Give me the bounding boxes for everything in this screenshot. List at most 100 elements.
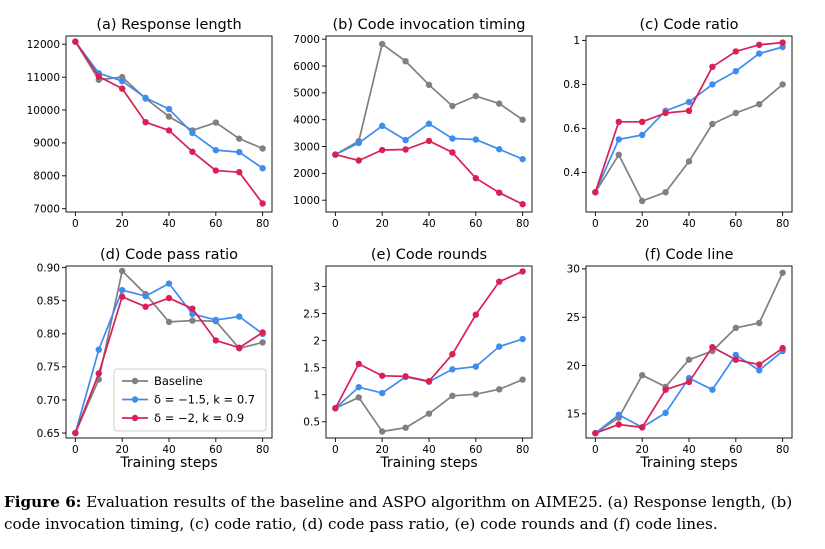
data-point — [165, 280, 173, 287]
data-point — [519, 376, 526, 383]
data-point — [519, 201, 526, 208]
y-tick-label: 1 — [573, 35, 580, 47]
data-point — [189, 310, 196, 318]
x-tick-label: 20 — [635, 218, 648, 230]
data-point — [472, 311, 480, 318]
data-point — [685, 356, 693, 363]
data-point — [118, 77, 126, 85]
data-point — [236, 148, 243, 156]
data-point — [709, 120, 716, 128]
y-tick-label: 7000 — [33, 204, 60, 216]
y-tick-label: 0.75 — [37, 362, 60, 374]
data-point — [472, 390, 480, 398]
series-line — [334, 338, 523, 409]
y-tick-label: 12000 — [27, 39, 60, 51]
data-point — [212, 119, 220, 126]
data-point — [189, 129, 196, 137]
x-tick-label: 20 — [115, 444, 128, 456]
x-axis-label: Training steps — [379, 455, 477, 471]
data-point — [685, 378, 693, 386]
data-point — [496, 100, 503, 107]
y-tick-label: 0.6 — [563, 123, 580, 135]
x-tick-label: 20 — [115, 218, 128, 230]
chart-panel-6: (f) Code line 0 20 40 60 80 15 20 25 30 Training s… — [567, 247, 793, 471]
data-point — [732, 324, 740, 332]
data-point — [165, 113, 173, 120]
data-point — [95, 370, 102, 377]
data-point — [142, 292, 149, 300]
data-point — [496, 189, 503, 196]
x-tick-label: 80 — [516, 218, 529, 230]
y-tick-label: 0.80 — [37, 329, 60, 341]
data-point — [732, 356, 740, 363]
data-point — [355, 383, 362, 391]
x-tick-label: 0 — [72, 218, 79, 230]
data-point — [638, 371, 646, 379]
x-tick-label: 60 — [469, 218, 482, 230]
data-point — [355, 139, 362, 147]
data-point — [259, 200, 266, 207]
data-point — [779, 269, 786, 276]
y-tick-label: 2 — [313, 335, 320, 347]
y-tick-label: 1 — [313, 390, 320, 402]
data-point — [402, 424, 409, 431]
data-point — [425, 378, 433, 385]
data-point — [709, 81, 716, 88]
data-point — [756, 319, 763, 327]
series-line — [335, 140, 524, 205]
chart-panel-1: (a) Response length 0 20 40 60 80 7000 8000 9000… — [27, 17, 273, 230]
data-point — [236, 168, 243, 176]
data-point — [662, 109, 669, 117]
chart-title: (e) Code rounds — [371, 247, 487, 263]
data-point — [95, 346, 102, 353]
data-point — [449, 366, 456, 373]
data-point — [142, 118, 149, 126]
data-point — [402, 58, 409, 65]
data-point — [212, 316, 220, 324]
y-tick-label: 3 — [313, 281, 320, 293]
data-point — [615, 136, 622, 143]
data-point — [685, 107, 693, 115]
data-point — [449, 392, 456, 400]
data-point — [378, 122, 386, 130]
figure-caption: Figure 6: Evaluation results of the base… — [4, 491, 822, 535]
data-point — [615, 421, 622, 428]
series-line — [594, 41, 783, 193]
x-tick-label: 80 — [776, 218, 789, 230]
y-tick-label: 0.8 — [563, 79, 580, 91]
y-tick-label: 10000 — [27, 105, 60, 117]
data-point — [732, 48, 740, 55]
data-point — [756, 367, 763, 374]
data-point — [402, 373, 409, 380]
legend-entry-label: δ = −1.5, k = 0.7 — [154, 393, 255, 407]
data-point — [638, 131, 646, 139]
data-point — [236, 344, 243, 351]
data-point — [685, 98, 693, 106]
data-point — [449, 135, 456, 142]
data-point — [425, 410, 433, 417]
data-point — [332, 405, 339, 412]
data-point — [779, 81, 786, 88]
series-line — [594, 272, 784, 434]
data-point — [165, 294, 173, 302]
chart-title: (a) Response length — [96, 17, 241, 33]
series-line — [335, 378, 523, 433]
y-tick-label: 0.85 — [37, 296, 60, 308]
y-tick-label: 11000 — [27, 72, 60, 84]
data-point — [236, 135, 243, 142]
data-point — [165, 318, 173, 326]
data-point — [165, 105, 173, 113]
x-tick-label: 60 — [209, 218, 222, 230]
data-point — [142, 303, 149, 310]
y-tick-label: 6000 — [293, 61, 320, 73]
data-point — [449, 350, 456, 358]
y-tick-label: 0.4 — [563, 167, 580, 179]
y-tick-label: 30 — [567, 264, 580, 276]
data-point — [709, 343, 716, 351]
data-point — [472, 136, 480, 143]
data-point — [496, 146, 503, 153]
chart-title: (b) Code invocation timing — [332, 17, 525, 33]
data-point — [449, 149, 456, 156]
data-point — [212, 337, 220, 344]
